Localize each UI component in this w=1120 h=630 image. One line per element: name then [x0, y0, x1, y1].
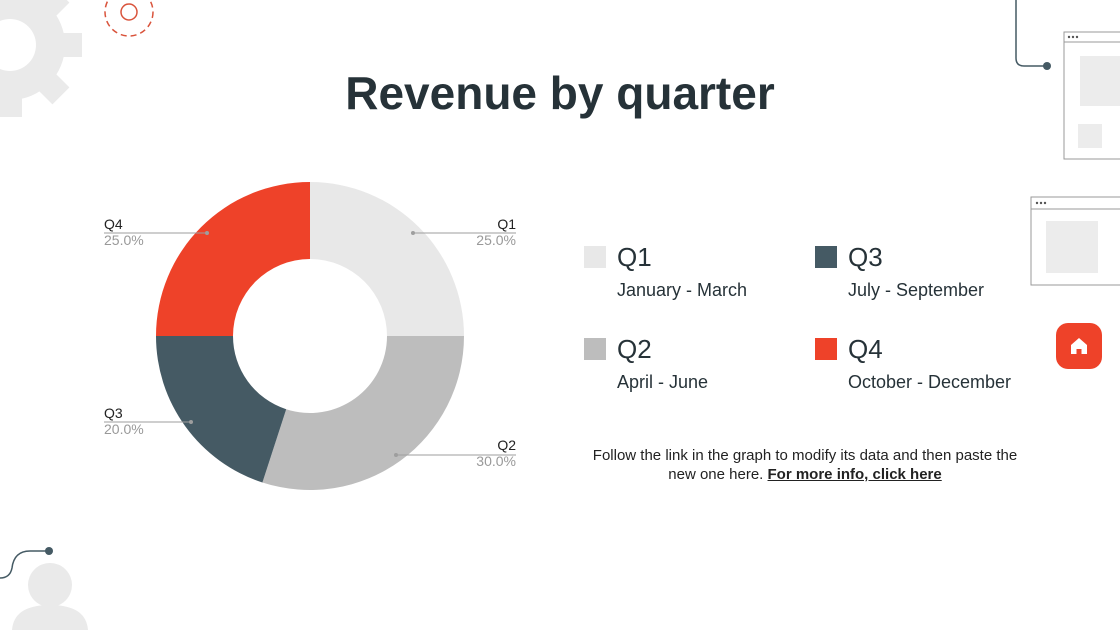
slice-label-q2: Q2 30.0% — [476, 437, 516, 469]
home-icon — [1071, 338, 1087, 354]
gear-icon — [0, 0, 82, 117]
leader-dot-q1 — [411, 231, 415, 235]
legend-swatch-q1 — [584, 246, 606, 268]
legend-swatch-q2 — [584, 338, 606, 360]
browser-window-icon — [1030, 196, 1120, 286]
page-title: Revenue by quarter — [345, 67, 775, 119]
slice-q3[interactable] — [156, 336, 287, 483]
slice-label-q1: Q1 25.0% — [476, 216, 516, 248]
legend-name-q2: Q2 — [617, 334, 652, 364]
leader-dot-q2 — [394, 453, 398, 457]
legend-name-q1: Q1 — [617, 242, 652, 272]
slice-q2[interactable] — [262, 336, 464, 490]
leader-dot-q3 — [189, 420, 193, 424]
donut-chart[interactable] — [0, 0, 560, 630]
gear-outline-icon — [104, 0, 154, 37]
legend-name-q4: Q4 — [848, 334, 883, 364]
home-button[interactable] — [1056, 323, 1102, 369]
info-note: Follow the link in the graph to modify i… — [592, 447, 1018, 483]
slice-q4[interactable] — [156, 182, 310, 336]
slice-label-q4: Q4 25.0% — [104, 216, 144, 248]
legend-swatch-q3 — [815, 246, 837, 268]
legend-desc-q1: January - March — [617, 280, 748, 300]
leader-dot-q4 — [205, 231, 209, 235]
user-icon — [12, 563, 88, 630]
legend-desc-q2: April - June — [617, 372, 709, 392]
legend-desc-q4: October - December — [848, 372, 1012, 392]
slice-q1[interactable] — [310, 182, 464, 336]
legend-swatch-q4 — [815, 338, 837, 360]
legend-name-q3: Q3 — [848, 242, 883, 272]
slice-label-q3: Q3 20.0% — [104, 405, 144, 437]
more-info-link[interactable]: For more info, click here — [767, 466, 942, 483]
browser-window-icon — [1063, 31, 1120, 160]
legend-desc-q3: July - September — [848, 280, 985, 300]
